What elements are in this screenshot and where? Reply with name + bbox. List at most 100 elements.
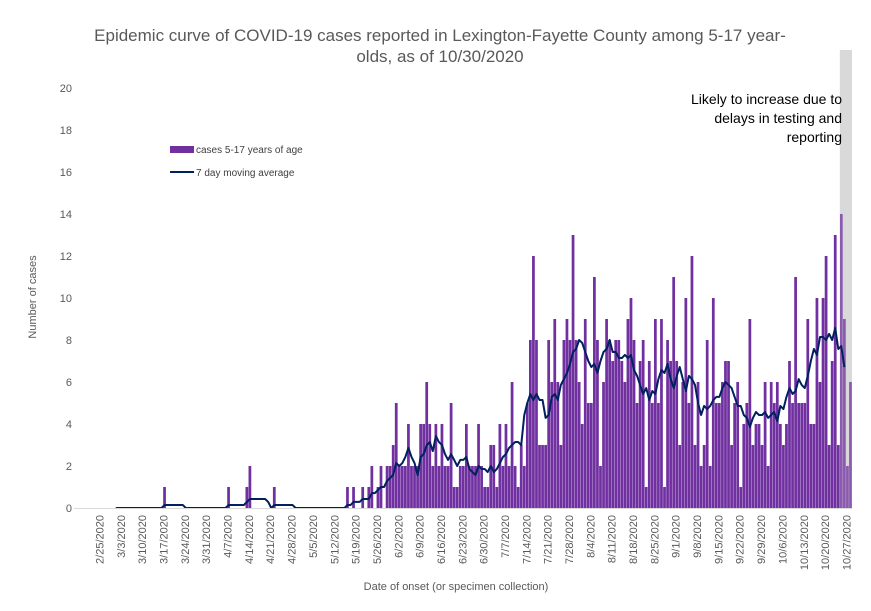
x-tick-label: 10/6/2020: [777, 515, 789, 564]
bar: [516, 487, 520, 508]
bar: [227, 487, 230, 508]
x-tick-label: 9/15/2020: [713, 515, 725, 564]
bar: [376, 487, 380, 508]
bar: [632, 340, 636, 508]
bar: [690, 256, 694, 508]
bar: [678, 445, 682, 508]
bar: [794, 277, 797, 508]
bar: [714, 403, 718, 508]
x-tick-label: 9/29/2020: [756, 515, 768, 564]
y-tick-label: 2: [66, 461, 72, 473]
bar: [788, 361, 791, 508]
bar: [739, 487, 743, 508]
bar: [681, 382, 685, 508]
bar: [525, 403, 529, 508]
bar: [629, 298, 633, 508]
bar: [675, 361, 679, 508]
bar: [504, 424, 508, 508]
y-tick-label: 12: [60, 251, 72, 263]
bar: [346, 487, 349, 508]
bar: [562, 340, 566, 508]
bar: [644, 487, 648, 508]
x-tick-label: 5/12/2020: [329, 515, 341, 564]
bar: [443, 466, 447, 508]
bar: [638, 361, 642, 508]
bar: [711, 298, 715, 508]
x-tick-label: 7/28/2020: [564, 515, 576, 564]
bar: [565, 319, 569, 508]
bar: [605, 319, 608, 508]
bar: [428, 424, 432, 508]
bar: [730, 445, 733, 508]
bar: [821, 298, 825, 508]
x-tick-label: 3/24/2020: [180, 515, 192, 564]
annotation: Likely to increase due to delays in test…: [691, 91, 842, 145]
legend: cases 5-17 years of age 7 day moving ave…: [170, 145, 303, 179]
bar: [800, 403, 804, 508]
bar: [657, 403, 660, 508]
bar: [498, 424, 502, 508]
bar: [824, 256, 828, 508]
bar: [620, 361, 624, 508]
y-tick-label: 20: [60, 83, 72, 95]
bar: [748, 319, 752, 508]
bar: [489, 445, 493, 508]
moving-average-line: [115, 327, 846, 509]
bar: [687, 403, 691, 508]
bar: [809, 424, 813, 508]
bar: [684, 298, 688, 508]
bar: [556, 382, 560, 508]
bar: [507, 466, 511, 508]
bar: [596, 340, 599, 508]
bar: [272, 487, 276, 508]
bar: [431, 466, 435, 508]
y-axis-title: Number of cases: [27, 255, 39, 339]
y-tick-label: 18: [60, 125, 72, 137]
bar-series: [163, 214, 852, 508]
x-tick-label: 6/23/2020: [457, 515, 469, 564]
bar: [611, 361, 615, 508]
bar: [577, 382, 581, 508]
bar: [492, 445, 496, 508]
bar: [480, 466, 483, 508]
x-axis-title: Date of onset (or specimen collection): [364, 581, 549, 593]
bar: [721, 382, 724, 508]
x-tick-label: 5/26/2020: [372, 515, 384, 564]
bar: [407, 424, 410, 508]
y-tick-label: 10: [60, 293, 72, 305]
chart-title-line-2: olds, as of 10/30/2020: [356, 47, 523, 66]
bar: [653, 319, 657, 508]
bar: [775, 382, 779, 508]
y-tick-label: 4: [66, 419, 72, 431]
bar: [833, 235, 837, 508]
x-tick-label: 10/20/2020: [820, 515, 832, 570]
bar: [574, 340, 578, 508]
bar: [626, 319, 630, 508]
bar: [397, 466, 401, 508]
bar: [782, 445, 785, 508]
bar: [522, 466, 526, 508]
legend-label-line: 7 day moving average: [196, 168, 295, 179]
bar: [836, 445, 840, 508]
bar: [452, 487, 456, 508]
y-tick-label: 14: [60, 209, 72, 221]
y-tick-label: 8: [66, 335, 72, 347]
bar: [471, 466, 474, 508]
bar: [818, 382, 822, 508]
bar: [772, 403, 776, 508]
legend-swatch-bars: [170, 146, 194, 153]
x-tick-label: 9/22/2020: [735, 515, 747, 564]
bar: [672, 277, 676, 508]
x-tick-label: 9/8/2020: [692, 515, 704, 558]
bar: [742, 424, 746, 508]
bar: [614, 340, 618, 508]
x-tick-label: 6/2/2020: [393, 515, 405, 558]
x-tick-label: 10/13/2020: [799, 515, 811, 570]
bar: [589, 403, 593, 508]
bar: [361, 487, 365, 508]
x-tick-label: 6/9/2020: [415, 515, 427, 558]
bar: [791, 403, 794, 508]
x-tick-label: 2/25/2020: [95, 515, 107, 564]
